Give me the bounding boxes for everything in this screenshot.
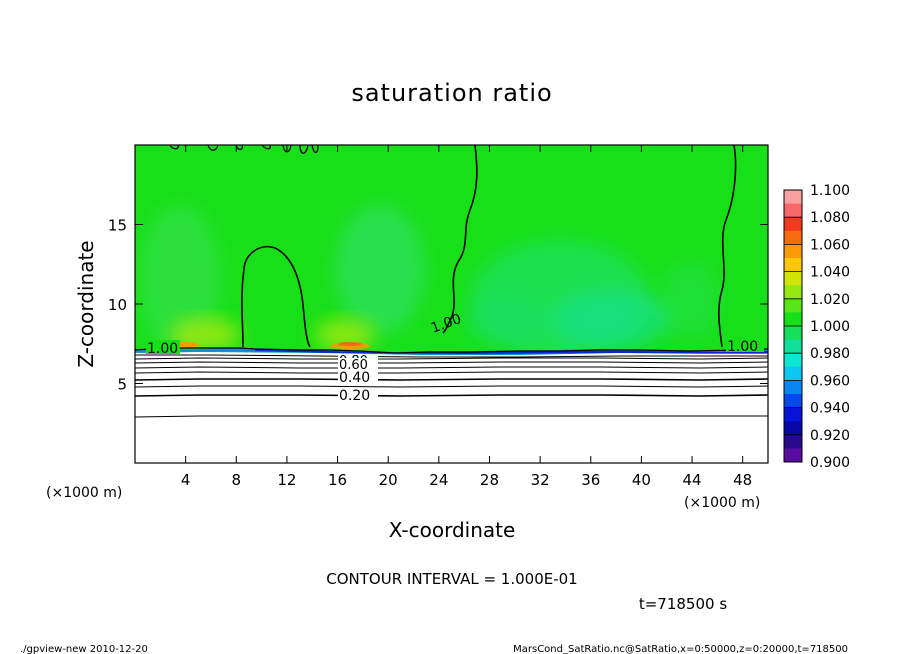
footer-left: ./gpview-new 2010-12-20 xyxy=(20,644,148,654)
colorbar-tick-label: 0.960 xyxy=(810,373,850,389)
colorbar-tick-label: 1.040 xyxy=(810,265,850,281)
colorbar-swatch xyxy=(784,353,802,368)
colorbar-tick-label: 1.060 xyxy=(810,237,850,253)
time-text: t=718500 s xyxy=(639,595,727,613)
colorbar-swatch xyxy=(784,312,802,327)
contour-0.60 xyxy=(135,366,768,369)
contour-0.70 xyxy=(135,361,768,364)
contour-label: 1.00 xyxy=(147,341,178,357)
colorbar-swatch xyxy=(784,380,802,395)
contour-label: 1.00 xyxy=(727,339,758,355)
colorbar-tick-label: 1.080 xyxy=(810,210,850,226)
x-tick-label: 36 xyxy=(581,471,600,489)
colorbar-swatch xyxy=(784,285,802,300)
colorbar-swatch xyxy=(784,339,802,354)
contour-lines xyxy=(135,145,768,418)
x-tick-label: 16 xyxy=(328,471,347,489)
contour-line-46 xyxy=(718,145,737,348)
colorbar-tick-label: 1.020 xyxy=(810,292,850,308)
x-tick-label: 20 xyxy=(379,471,398,489)
contour-0.30 xyxy=(135,385,768,388)
colorbar-swatch xyxy=(784,394,802,409)
chart-title: saturation ratio xyxy=(351,79,552,107)
footer-right: MarsCond_SatRatio.nc@SatRatio,x=0:50000,… xyxy=(513,644,848,654)
colorbar-swatch xyxy=(784,271,802,286)
y-tick-label: 5 xyxy=(117,376,127,394)
x-tick-label: 12 xyxy=(277,471,296,489)
colorbar-tick-label: 0.980 xyxy=(810,346,850,362)
y-axis-ticks: 5 10 15 xyxy=(108,217,768,394)
colorbar-swatch xyxy=(784,258,802,273)
colorbar-swatch xyxy=(784,407,802,422)
colorbar-swatch xyxy=(784,434,802,449)
x-axis-label: X-coordinate xyxy=(389,518,516,542)
plot-area xyxy=(135,145,768,463)
y-tick-label: 15 xyxy=(108,217,127,235)
x-tick-label: 40 xyxy=(632,471,651,489)
x-tick-label: 28 xyxy=(480,471,499,489)
colorbar: 1.100 1.080 1.060 1.040 1.020 1.000 0.980 0.960… xyxy=(783,183,850,471)
contour-0.90 xyxy=(135,354,768,358)
colorbar-tick-label: 1.100 xyxy=(810,183,850,199)
colorbar-swatch xyxy=(784,298,802,313)
colorbar-swatch xyxy=(784,203,802,218)
colorbar-tick-label: 0.940 xyxy=(810,401,850,417)
contour-0.50 xyxy=(135,371,768,374)
colorbar-swatch xyxy=(784,448,802,463)
colorbar-swatch xyxy=(784,217,802,232)
contour-label: 0.40 xyxy=(339,370,370,386)
colorbar-swatch xyxy=(784,421,802,436)
colorbar-tick-label: 1.000 xyxy=(810,319,850,335)
contour-bubble xyxy=(241,245,311,348)
contour-label: 0.60 xyxy=(339,358,368,373)
contour-0.10 xyxy=(135,415,768,418)
colorbar-swatch xyxy=(784,230,802,245)
contour-0.40 xyxy=(135,378,768,381)
x-tick-label: 48 xyxy=(733,471,752,489)
x-tick-label: 24 xyxy=(429,471,448,489)
contour-interval-text: CONTOUR INTERVAL = 1.000E-01 xyxy=(326,570,577,588)
contour-0.20 xyxy=(135,394,768,397)
dry-layer xyxy=(135,352,768,463)
contour-label: 0.20 xyxy=(339,388,370,404)
colorbar-swatch xyxy=(784,326,802,341)
colorbar-tick-label: 0.920 xyxy=(810,428,850,444)
colorbar-tick-label: 0.900 xyxy=(810,455,850,471)
colorbar-swatch xyxy=(784,244,802,259)
x-tick-label: 32 xyxy=(531,471,550,489)
y-axis-label: Z-coordinate xyxy=(74,240,98,367)
x-axis-ticks: 4 8 12 16 20 24 28 32 36 40 44 48 xyxy=(181,145,752,489)
colorbar-swatch xyxy=(784,190,802,205)
contour-1.00-base xyxy=(135,347,768,354)
x-unit-left: (×1000 m) xyxy=(46,485,122,501)
x-tick-label: 8 xyxy=(232,471,242,489)
x-tick-label: 4 xyxy=(181,471,191,489)
contour-0.80 xyxy=(135,357,768,360)
x-unit-right: (×1000 m) xyxy=(684,495,760,511)
contour-line-24 xyxy=(442,145,478,334)
colorbar-swatch xyxy=(784,366,802,381)
x-tick-label: 44 xyxy=(682,471,701,489)
y-tick-label: 10 xyxy=(108,296,127,314)
